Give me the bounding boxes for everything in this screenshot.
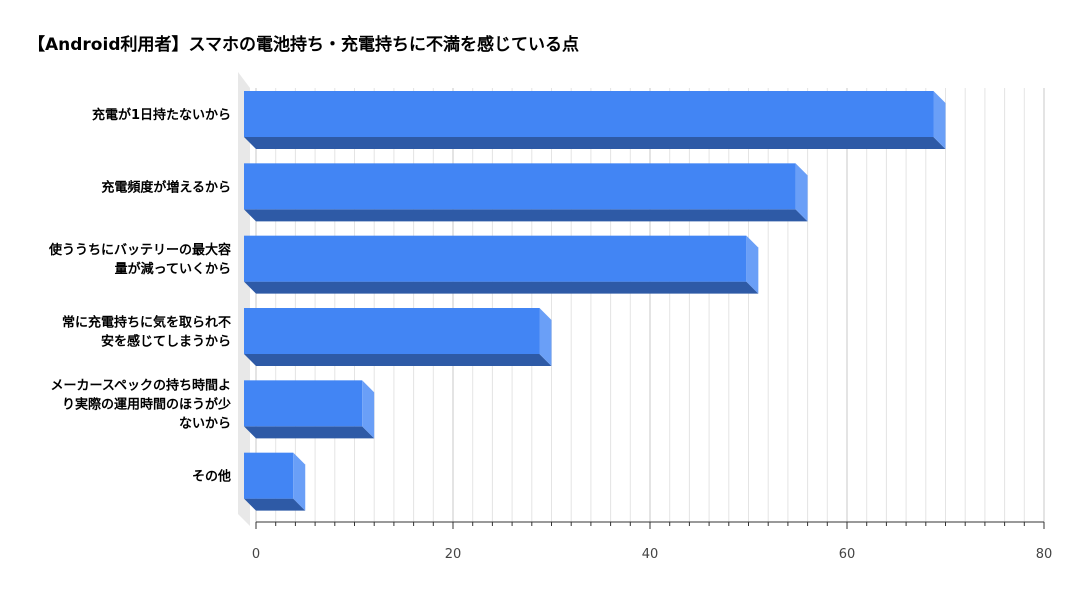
bar-bottom-face xyxy=(244,281,759,294)
x-tick-label: 40 xyxy=(642,547,659,562)
bar xyxy=(244,380,363,427)
bar xyxy=(244,163,796,210)
bar xyxy=(244,452,294,499)
x-tick-label: 60 xyxy=(839,547,856,562)
bar-bottom-face xyxy=(244,354,552,366)
bar-bottom-face xyxy=(244,137,946,149)
category-label: 量が減っていくから xyxy=(115,261,231,277)
x-tick-label: 80 xyxy=(1036,547,1053,562)
bar-side-face xyxy=(539,308,552,366)
category-label: 常に充電持ちに気を取られ不 xyxy=(62,315,231,331)
bar-bottom-face xyxy=(244,498,306,511)
bar-bottom-face xyxy=(244,426,375,439)
category-label: 安を感じてしまうから xyxy=(101,334,231,350)
category-label: 使ううちにバッテリーの最大容 xyxy=(48,242,231,258)
bar-bottom-face xyxy=(244,209,808,222)
bar-side-face xyxy=(746,235,759,294)
category-label: り実際の運用時間のほうが少 xyxy=(62,396,231,412)
bar-side-face xyxy=(933,91,946,149)
category-label: 充電頻度が増えるから xyxy=(101,179,231,195)
bar-side-face xyxy=(795,163,808,222)
bar-side-face xyxy=(362,380,375,439)
bar xyxy=(244,308,540,354)
x-tick-label: 20 xyxy=(445,547,462,562)
category-label: その他 xyxy=(192,469,231,485)
bar xyxy=(244,91,934,137)
x-tick-label: 0 xyxy=(252,547,260,562)
category-label: ないから xyxy=(179,416,231,431)
category-label: メーカースペックの持ち時間よ xyxy=(51,377,231,393)
bar xyxy=(244,235,747,282)
bar-side-face xyxy=(293,452,306,511)
category-label: 充電が1日持たないから xyxy=(92,107,231,123)
chart-title: 【Android利用者】スマホの電池持ち・充電持ちに不満を感じている点 xyxy=(28,35,579,55)
